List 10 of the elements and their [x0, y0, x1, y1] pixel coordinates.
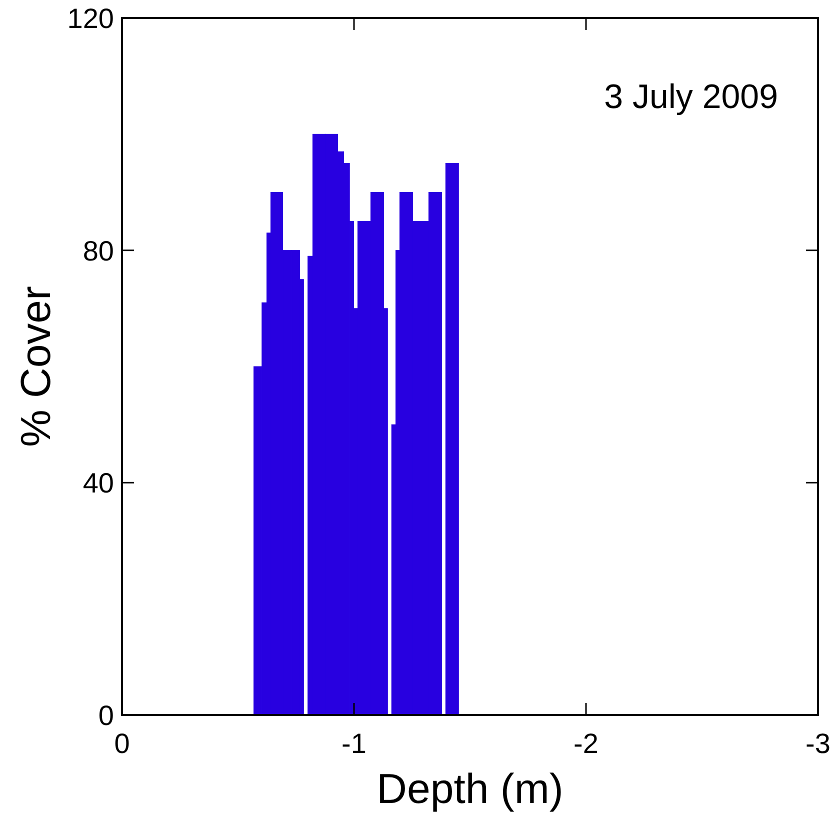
y-tick-label: 0	[98, 700, 114, 731]
x-tick-label: -1	[342, 728, 366, 759]
annotation: 3 July 2009	[604, 78, 778, 116]
y-tick-label: 120	[67, 3, 114, 34]
x-tick-label: -2	[574, 728, 598, 759]
x-tick-label: -3	[806, 728, 830, 759]
y-tick-label: 80	[82, 235, 114, 266]
x-axis-title: Depth (m)	[376, 765, 564, 812]
y-tick-label: 40	[82, 468, 114, 499]
y-axis-title: % Cover	[12, 286, 59, 448]
